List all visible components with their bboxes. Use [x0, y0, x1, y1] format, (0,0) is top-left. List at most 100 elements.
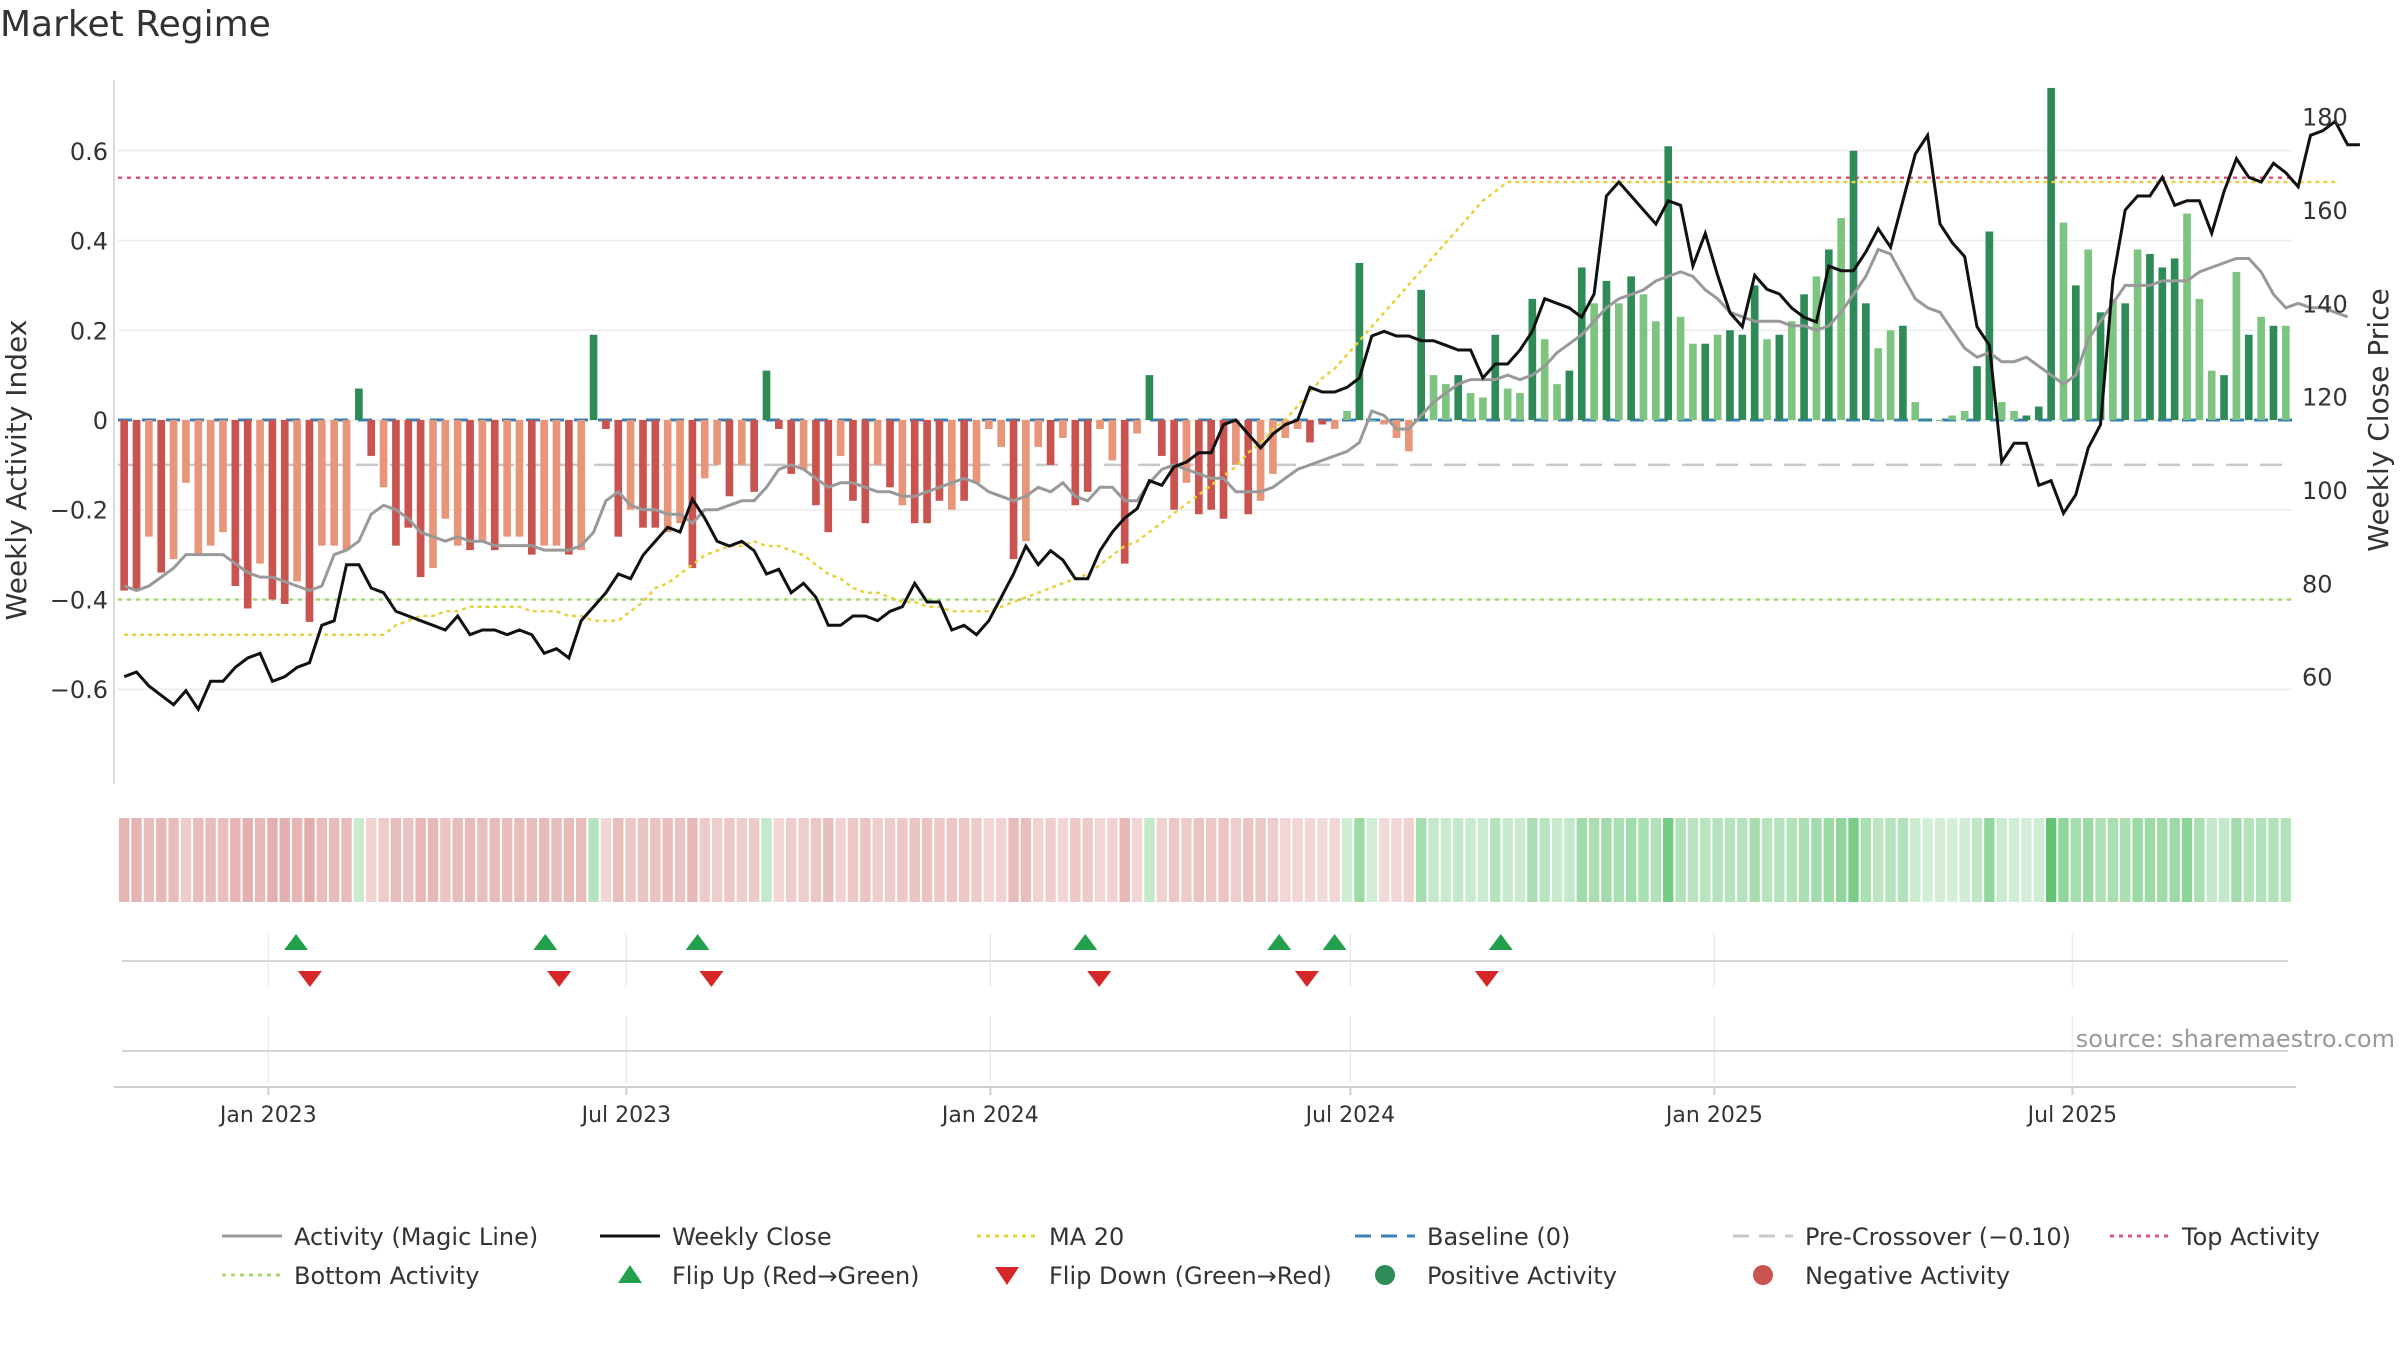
activity-bar	[1306, 420, 1314, 443]
regime-cell	[1205, 818, 1217, 902]
regime-cell	[748, 818, 760, 902]
regime-cell	[1107, 818, 1118, 902]
regime-cell	[378, 818, 389, 902]
flip-down-marker	[1474, 971, 1499, 987]
regime-cell	[131, 818, 142, 902]
regime-cell	[118, 818, 130, 902]
regime-cell	[1082, 818, 1093, 902]
legend-swatch	[1753, 1265, 1773, 1285]
activity-bar	[2047, 87, 2055, 420]
regime-cell	[1984, 818, 1995, 902]
activity-bar	[466, 420, 474, 551]
regime-cell	[1391, 818, 1402, 902]
activity-bar	[1367, 420, 1376, 421]
activity-bar	[799, 420, 808, 470]
flip-down-marker	[547, 971, 572, 987]
regime-cell	[1502, 818, 1513, 902]
regime-cell	[1354, 818, 1365, 902]
activity-bars	[120, 87, 2290, 622]
activity-bar	[1812, 276, 1821, 420]
activity-bar	[1960, 411, 1969, 420]
flip-markers	[122, 934, 2288, 1084]
activity-bar	[1479, 397, 1487, 420]
activity-bar	[293, 420, 301, 582]
regime-cell	[1317, 818, 1328, 902]
regime-cell	[1947, 818, 1958, 902]
legend-item: Pre-Crossover (−0.10)	[1733, 1223, 2071, 1251]
y-axis-label-left: Weekly Activity Index	[0, 320, 33, 621]
regime-cell	[1527, 818, 1538, 902]
activity-bar	[1676, 316, 1685, 420]
activity-bar	[453, 420, 462, 546]
activity-bar	[1256, 420, 1265, 501]
regime-cell	[1700, 818, 1711, 902]
regime-cell	[823, 818, 834, 902]
activity-bar	[1466, 393, 1475, 420]
regime-cell	[353, 818, 365, 902]
activity-bar	[231, 420, 240, 587]
regime-cell	[2268, 818, 2279, 902]
regime-cell	[983, 818, 995, 902]
activity-bar	[614, 420, 623, 537]
activity-bar	[268, 420, 277, 600]
regime-cell	[810, 818, 822, 902]
activity-bar	[2220, 375, 2228, 420]
regime-cell	[2206, 818, 2217, 902]
regime-cell	[860, 818, 871, 902]
activity-bar	[404, 420, 413, 528]
regime-cell	[2181, 818, 2193, 902]
regime-cell	[1477, 818, 1489, 902]
regime-cell	[650, 818, 661, 902]
regime-cell	[366, 818, 377, 902]
activity-bar	[1800, 294, 1808, 420]
y-tick-label-right: 140	[2302, 290, 2348, 318]
activity-bar	[2170, 258, 2179, 420]
activity-bar	[441, 420, 450, 519]
activity-bar	[972, 420, 981, 483]
activity-bar	[1442, 384, 1450, 420]
regime-cell	[724, 818, 735, 902]
activity-bar	[2084, 249, 2093, 420]
x-tick-label: Jul 2025	[2026, 1103, 2118, 1128]
legend-label: Top Activity	[2181, 1223, 2320, 1251]
regime-cell	[403, 818, 414, 902]
activity-bar	[1503, 388, 1512, 420]
activity-bar	[676, 420, 684, 524]
legend-item: Top Activity	[2110, 1223, 2320, 1251]
regime-cell	[1366, 818, 1377, 902]
activity-bar	[750, 420, 758, 492]
activity-bar	[355, 388, 363, 420]
regime-cell	[1860, 818, 1872, 902]
regime-cell	[2157, 818, 2168, 902]
regime-cell	[1453, 818, 1464, 902]
legend-swatch	[618, 1265, 642, 1283]
regime-cell	[563, 818, 575, 902]
x-tick-label: Jan 2025	[1664, 1103, 1763, 1128]
regime-cell	[1576, 818, 1587, 902]
activity-bar	[330, 420, 338, 546]
activity-bar	[1577, 267, 1586, 420]
legend-label: Baseline (0)	[1427, 1223, 1570, 1251]
regime-cell	[1601, 818, 1612, 902]
activity-bar	[1985, 231, 1994, 420]
regime-cell	[1539, 818, 1550, 902]
activity-bar	[2232, 271, 2241, 420]
activity-bar	[1602, 280, 1611, 420]
axes: 0.6 0.4 0.2 0 −0.2 −0.4 −0.6 180 160 140 120 100 80 6…	[50, 80, 2348, 784]
source-label: source: sharemaestro.com	[2076, 1025, 2395, 1053]
legend-item: Bottom Activity	[222, 1262, 479, 1290]
regime-cell	[1774, 818, 1785, 902]
regime-cell	[254, 818, 266, 902]
y-tick-label-right: 60	[2302, 664, 2333, 692]
regime-cell	[1737, 818, 1748, 902]
activity-bar	[243, 420, 252, 609]
activity-bar	[1911, 402, 1920, 420]
activity-bar	[1540, 339, 1549, 420]
activity-bar	[256, 420, 264, 564]
regime-cell	[1712, 818, 1723, 902]
activity-bar	[1997, 402, 2006, 420]
activity-bar	[985, 420, 993, 429]
activity-bar	[824, 420, 833, 533]
flip-up-marker	[533, 934, 558, 950]
regime-cell	[415, 818, 426, 902]
